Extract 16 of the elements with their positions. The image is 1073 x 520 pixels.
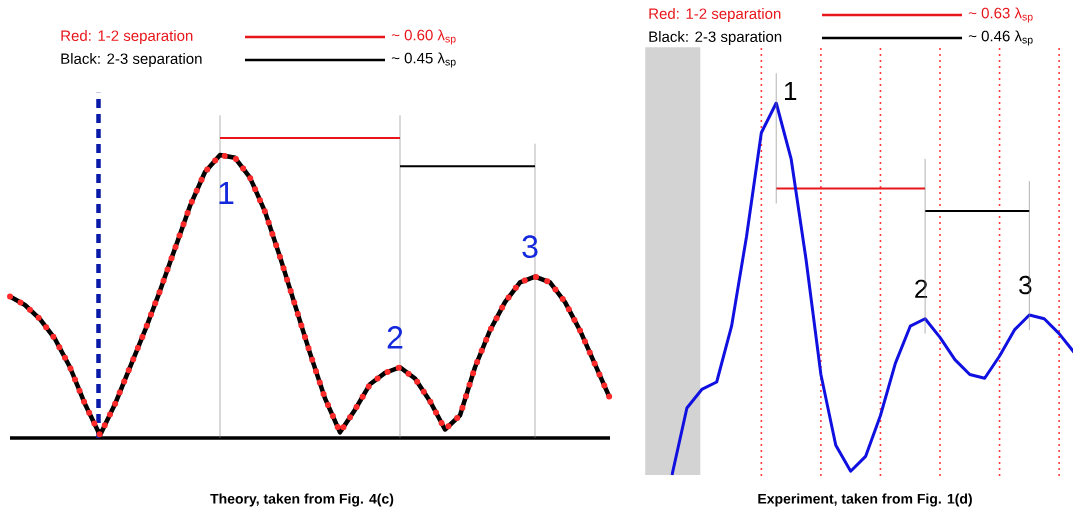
annotation: 2 [387,326,403,349]
text: 1 [784,82,797,100]
text: ~ 0.45 λ$_{sp}$ [391,52,456,68]
annotation: 2 [915,279,928,298]
text: Black: 2-3 separation [61,53,202,67]
text: Black: 2-3 sparation [649,31,782,45]
text: ~ 0.63 λ$_{sp}$ [968,7,1033,23]
annotation: 1 [219,182,234,205]
annotation: 3 [522,235,538,259]
text: Theory, taken from Fig. 4(c) [210,493,394,507]
text: Experiment, taken from Fig. 1(d) [758,493,972,507]
text: ~ 0.60 λ$_{sp}$ [391,29,456,45]
text: ~ 0.46 λ$_{sp}$ [968,30,1033,46]
annotation: 3 [1019,275,1032,295]
text: Red: 1-2 separation [61,30,193,44]
text: Red: 1-2 separation [649,8,781,22]
